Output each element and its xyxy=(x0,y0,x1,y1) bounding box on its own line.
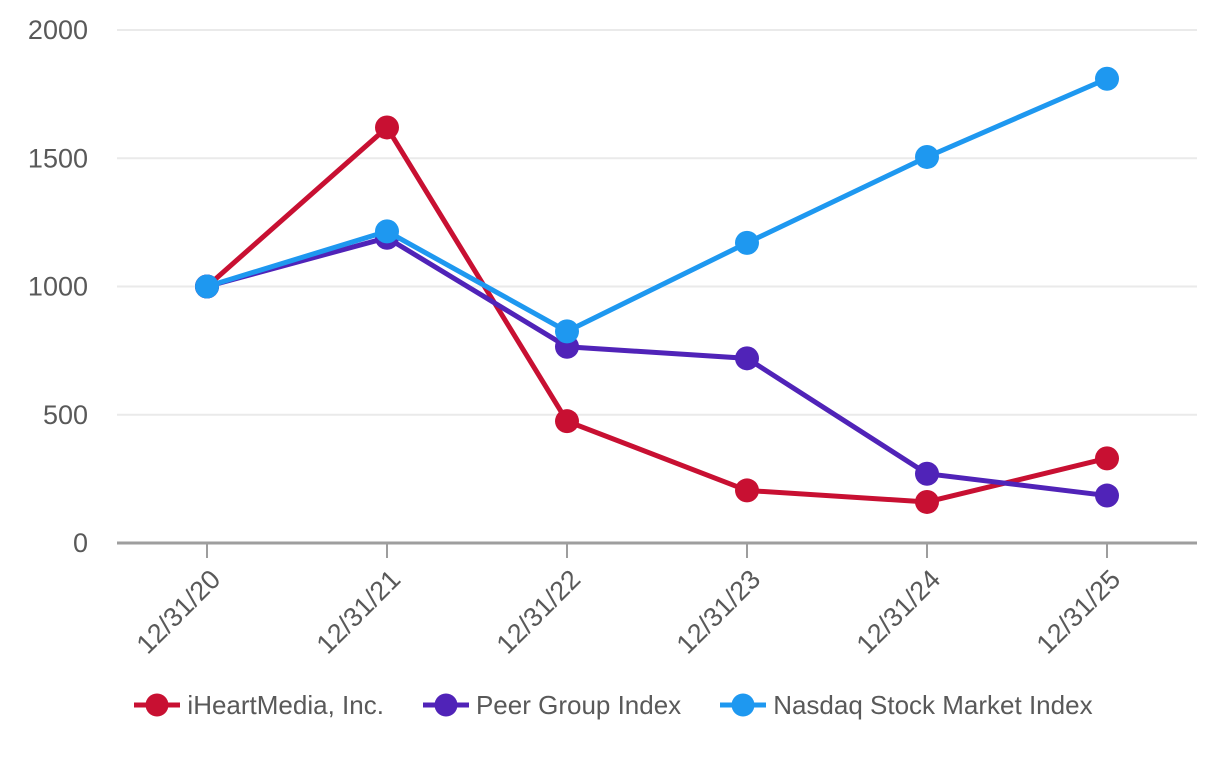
legend-item-1: Peer Group Index xyxy=(422,690,681,721)
data-point-1-5 xyxy=(1095,483,1119,508)
legend-label: Peer Group Index xyxy=(475,689,682,720)
y-tick-label: 0 xyxy=(73,528,88,558)
y-axis-labels: 0 500 1000 1500 2000 xyxy=(28,15,88,558)
data-point-0-3 xyxy=(735,478,759,503)
x-tick-label: 12/31/22 xyxy=(491,564,587,660)
data-point-1-4 xyxy=(915,461,939,486)
y-tick-label: 1500 xyxy=(28,143,88,173)
y-tick-label: 1000 xyxy=(28,272,88,302)
legend-marker-icon xyxy=(134,693,181,717)
series-line-0 xyxy=(205,123,1108,505)
legend-marker-dot xyxy=(145,693,169,717)
x-axis xyxy=(117,541,1197,558)
legend-item-2: Nasdaq Stock Market Index xyxy=(719,689,1093,721)
data-point-0-5 xyxy=(1095,446,1119,471)
data-point-0-1 xyxy=(375,115,399,140)
legend: iHeartMedia, Inc. Peer Group Index Nasdaq … xyxy=(0,676,1226,734)
series-lines-and-points xyxy=(195,66,1119,514)
legend-marker-icon xyxy=(422,693,469,717)
data-point-2-3 xyxy=(735,230,759,255)
data-point-2-5 xyxy=(1095,66,1119,91)
legend-marker-dot xyxy=(434,693,458,717)
data-point-0-4 xyxy=(915,489,939,514)
x-tick-label: 12/31/20 xyxy=(131,564,227,660)
data-point-0-2 xyxy=(555,409,579,434)
legend-label: Nasdaq Stock Market Index xyxy=(773,689,1093,720)
data-point-2-2 xyxy=(555,319,579,344)
x-tick-label: 12/31/24 xyxy=(851,564,947,660)
series-line-1 xyxy=(206,235,1108,499)
legend-item-0: iHeartMedia, Inc. xyxy=(133,690,384,721)
y-tick-label: 2000 xyxy=(28,15,88,45)
data-point-2-4 xyxy=(915,144,939,169)
legend-label: iHeartMedia, Inc. xyxy=(187,689,384,720)
x-tick-label: 12/31/25 xyxy=(1031,564,1127,660)
legend-marker-dot xyxy=(731,693,755,717)
x-tick-label: 12/31/23 xyxy=(671,564,767,660)
x-tick-label: 12/31/21 xyxy=(311,564,407,660)
y-tick-label: 500 xyxy=(43,400,88,430)
legend-marker-icon xyxy=(720,693,767,717)
data-point-2-0 xyxy=(195,274,219,299)
x-axis-labels: 12/31/20 12/31/21 12/31/22 12/31/23 12/31/24… xyxy=(131,564,1127,660)
gridlines xyxy=(117,29,1197,416)
series-line-2 xyxy=(206,76,1108,335)
data-point-2-1 xyxy=(375,219,399,244)
data-point-1-3 xyxy=(735,346,759,371)
